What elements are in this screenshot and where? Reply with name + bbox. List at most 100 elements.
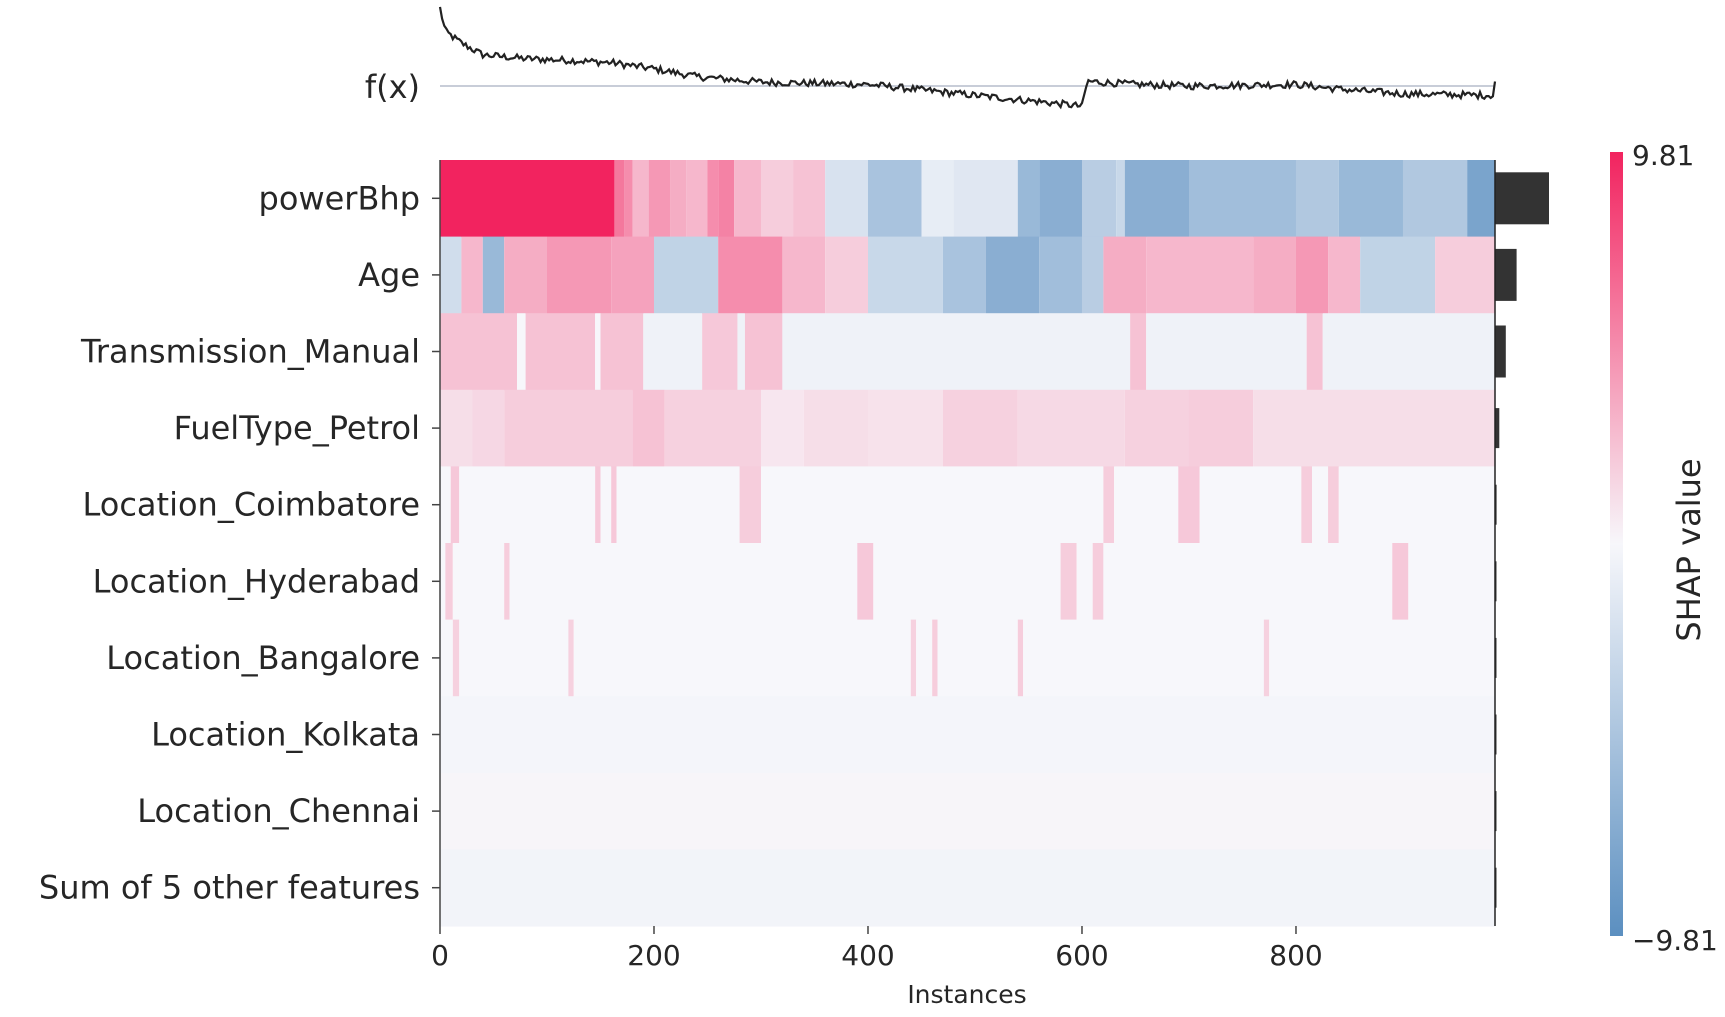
heatmap-cell: [857, 543, 874, 621]
heatmap-cell: [459, 619, 569, 697]
heatmap-cell: [942, 236, 986, 314]
heatmap-cell: [452, 619, 460, 697]
heatmap-cell: [1081, 160, 1117, 238]
importance-bar: [1495, 408, 1500, 449]
heatmap-grid: [440, 160, 1495, 927]
heatmap-cell: [782, 236, 826, 314]
heatmap-cell: [632, 389, 665, 467]
heatmap-cell: [718, 160, 735, 238]
heatmap-cell: [1081, 236, 1104, 314]
heatmap-cell: [445, 543, 453, 621]
feature-label: Location_Hyderabad: [93, 562, 420, 600]
heatmap-cell: [1467, 160, 1495, 238]
heatmap-cell: [910, 619, 917, 697]
heatmap-cell: [1199, 466, 1302, 544]
colorbar-gradient: [1610, 152, 1623, 936]
heatmap-cell: [1017, 619, 1024, 697]
heatmap-cell: [1295, 236, 1329, 314]
heatmap-cell: [793, 160, 826, 238]
heatmap-cell: [1103, 543, 1393, 621]
heatmap-row: [440, 772, 1495, 850]
heatmap-cell: [440, 236, 462, 314]
heatmap-cell: [440, 543, 446, 621]
heatmap-cell: [643, 313, 703, 391]
heatmap-cell: [504, 543, 510, 621]
heatmap-cell: [916, 619, 933, 697]
heatmap-cell: [509, 543, 858, 621]
heatmap-cell: [744, 313, 783, 391]
heatmap-cell: [937, 619, 1018, 697]
heatmap-cell: [1039, 160, 1082, 238]
heatmap-cell: [1076, 543, 1093, 621]
heatmap-cell: [1253, 236, 1296, 314]
heatmap-cell: [1392, 543, 1409, 621]
heatmap-cell: [440, 619, 453, 697]
heatmap-cell: [1092, 543, 1104, 621]
heatmap-cell: [504, 236, 547, 314]
heatmap-cell: [632, 160, 649, 238]
heatmap-cell: [1301, 466, 1313, 544]
heatmap-cell: [440, 313, 518, 391]
heatmap-cell: [595, 313, 601, 391]
colorbar-max-label: 9.81: [1632, 139, 1694, 172]
heatmap-cell: [568, 619, 574, 697]
heatmap-cell: [825, 236, 868, 314]
heatmap-row: [440, 313, 1495, 391]
heatmap-row: [440, 696, 1495, 774]
heatmap-cell: [1146, 236, 1254, 314]
x-tick-label: 600: [1055, 939, 1108, 972]
heatmap-cell: [461, 236, 483, 314]
heatmap-cell: [1295, 160, 1339, 238]
heatmap-cell: [707, 160, 719, 238]
heatmap-cell: [867, 236, 943, 314]
heatmap-cell: [1338, 160, 1403, 238]
importance-bar: [1495, 484, 1497, 525]
feature-label: Transmission_Manual: [80, 333, 420, 371]
heatmap-row: [440, 389, 1495, 467]
heatmap-cell: [1116, 160, 1125, 238]
heatmap-cell: [1338, 466, 1495, 544]
heatmap-cell: [1328, 466, 1339, 544]
heatmap-cell: [760, 160, 794, 238]
heatmap-row: [440, 466, 1495, 544]
fx-line: [438, 6, 1497, 110]
feature-label: FuelType_Petrol: [174, 409, 420, 447]
importance-bars: [1495, 172, 1549, 908]
feature-label: Age: [358, 256, 420, 294]
heatmap-cell: [760, 389, 804, 467]
heatmap-cell: [600, 466, 612, 544]
heatmap-cell: [624, 160, 633, 238]
heatmap-row: [440, 160, 1495, 238]
heatmap-cell: [1263, 619, 1270, 697]
heatmap-cell: [782, 313, 1131, 391]
heatmap-cell: [611, 236, 654, 314]
importance-bar: [1495, 248, 1517, 301]
heatmap-cell: [1322, 313, 1495, 391]
heatmap-cell: [440, 160, 615, 238]
feature-labels: powerBhp Age Transmission_Manual FuelType_P…: [39, 179, 440, 907]
x-tick-label: 200: [627, 939, 680, 972]
heatmap-cell: [1312, 466, 1329, 544]
heatmap-cell: [932, 619, 938, 697]
feature-label: Sum of 5 other features: [39, 869, 420, 907]
heatmap-cell: [760, 466, 1104, 544]
heatmap-cell: [482, 236, 505, 314]
heatmap-cell: [1124, 389, 1189, 467]
heatmap-cell: [525, 313, 596, 391]
heatmap-cell: [648, 160, 671, 238]
heatmap-row: [440, 619, 1495, 697]
x-axis-label: Instances: [907, 980, 1026, 1009]
heatmap-cell: [664, 389, 761, 467]
fx-label: f(x): [365, 68, 420, 106]
heatmap-cell: [459, 466, 596, 544]
heatmap-cell: [953, 160, 1018, 238]
heatmap-cell: [517, 313, 526, 391]
heatmap-cell: [440, 772, 1495, 850]
heatmap-cell: [921, 160, 954, 238]
heatmap-row: [440, 236, 1495, 314]
colorbar: 9.81 −9.81 SHAP value: [1610, 139, 1718, 957]
heatmap-cell: [654, 236, 719, 314]
heatmap-cell: [440, 849, 1495, 927]
heatmap-cell: [686, 160, 708, 238]
heatmap-cell: [440, 466, 451, 544]
